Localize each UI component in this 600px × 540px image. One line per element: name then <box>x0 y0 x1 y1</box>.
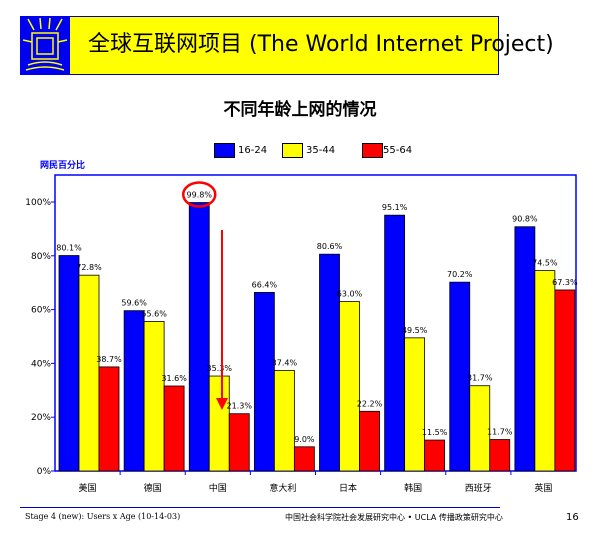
data-label: 99.8% <box>187 191 213 200</box>
data-label: 74.5% <box>532 259 558 268</box>
bar-16-24-3 <box>253 291 275 472</box>
data-label: 11.7% <box>487 428 513 437</box>
footer-center: 中国社会科学院社会发展研究中心 • UCLA 传播政策研究中心 <box>285 513 503 522</box>
x-tick-label: 意大利 <box>269 482 296 494</box>
data-label: 31.7% <box>467 374 493 383</box>
data-label: 49.5% <box>402 326 428 335</box>
data-label: 38.7% <box>96 355 122 364</box>
data-label: 59.6% <box>121 299 147 308</box>
title-banner <box>70 16 499 75</box>
data-label: 31.6% <box>161 374 187 383</box>
chart-title: 不同年龄上网的情况 <box>223 100 377 120</box>
bar-55-64-7 <box>554 289 576 472</box>
y-tick-label: 60% <box>31 306 51 316</box>
data-label: 90.8% <box>512 215 538 224</box>
bar-35-44-3 <box>273 369 295 472</box>
bar-35-44-1 <box>143 321 165 472</box>
data-label: 80.1% <box>56 244 82 253</box>
data-label: 95.1% <box>382 203 408 212</box>
legend-swatch <box>214 143 235 158</box>
bar-55-64-5 <box>424 439 446 472</box>
data-label: 21.3% <box>227 402 253 411</box>
x-tick-label: 日本 <box>339 482 357 494</box>
data-label: 37.4% <box>272 358 298 367</box>
bar-35-44-4 <box>339 301 360 472</box>
data-label: 63.0% <box>337 290 363 299</box>
x-tick-label: 美国 <box>79 482 97 494</box>
y-tick-label: 20% <box>31 413 51 423</box>
bar-35-44-5 <box>404 337 426 472</box>
y-tick-label: 40% <box>31 359 51 369</box>
annotation-arrow-head <box>216 398 228 410</box>
x-tick-label: 韩国 <box>404 482 422 494</box>
page-title: 全球互联网项目 (The World Internet Project) <box>88 32 554 57</box>
y-axis-label: 网民百分比 <box>40 161 86 171</box>
bar-35-44-0 <box>78 274 100 472</box>
bar-55-64-1 <box>163 385 185 472</box>
y-tick-label: 0% <box>37 467 52 477</box>
footer-divider <box>20 507 500 508</box>
data-label: 9.0% <box>294 435 315 444</box>
data-label: 11.5% <box>422 428 448 437</box>
legend-swatch <box>282 143 303 158</box>
bar-16-24-4 <box>319 253 340 472</box>
x-tick-label: 英国 <box>534 482 552 494</box>
page-number: 16 <box>566 512 579 523</box>
data-label: 70.2% <box>447 270 473 279</box>
x-tick-label: 中国 <box>209 482 227 494</box>
bar-55-64-3 <box>293 446 315 472</box>
data-label: 66.4% <box>252 280 278 289</box>
bar-55-64-4 <box>359 410 380 472</box>
bar-55-64-2 <box>228 413 250 472</box>
data-label: 35.3% <box>207 364 233 373</box>
bar-35-44-2 <box>208 375 230 472</box>
legend-label: 35-44 <box>306 145 336 156</box>
bar-35-44-6 <box>469 385 491 472</box>
bar-16-24-5 <box>384 214 406 472</box>
bar-55-64-0 <box>98 366 120 472</box>
legend-label: 55-64 <box>383 145 413 156</box>
legend-label: 16-24 <box>238 145 268 156</box>
x-tick-label: 德国 <box>144 482 162 494</box>
bar-16-24-6 <box>449 281 471 472</box>
y-tick-label: 100% <box>25 198 51 208</box>
legend-item-55-64: 55-64 <box>362 143 412 158</box>
x-tick-label: 西班牙 <box>465 482 492 494</box>
data-label: 55.6% <box>141 309 167 318</box>
bar-16-24-2 <box>188 202 210 472</box>
footer-left: Stage 4 (new): Users x Age (10-14-03) <box>25 512 181 521</box>
data-label: 22.2% <box>357 399 383 408</box>
data-label: 80.6% <box>317 242 343 251</box>
bar-chart: 0% 20% 40% 60% 80% 100% 80.1% 72.8% 38.7% 美国 59.6%… <box>25 174 578 494</box>
data-label: 72.8% <box>76 263 102 272</box>
legend-swatch <box>362 143 383 158</box>
bar-16-24-0 <box>58 255 80 472</box>
bar-55-64-6 <box>489 439 511 472</box>
highlight-circle <box>182 181 217 208</box>
bar-16-24-1 <box>123 310 145 472</box>
legend-item-35-44: 35-44 <box>282 143 335 158</box>
data-label: 67.3% <box>552 278 578 287</box>
legend-item-16-24: 16-24 <box>214 143 267 158</box>
y-tick-label: 80% <box>31 252 51 262</box>
bar-35-44-7 <box>534 270 556 472</box>
world-internet-project-logo <box>20 16 70 75</box>
